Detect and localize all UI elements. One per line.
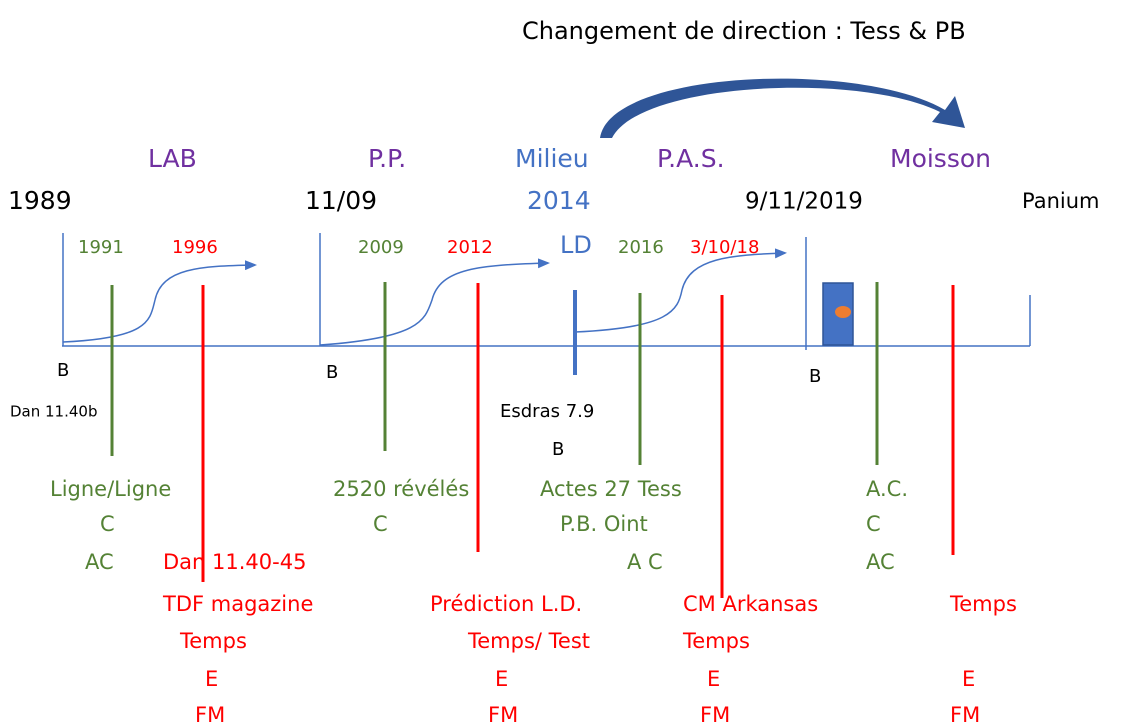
note: Ligne/Ligne [50, 477, 171, 501]
base: B [552, 439, 564, 460]
note: Temps [179, 629, 247, 653]
date: Panium [1022, 189, 1100, 213]
note: Actes 27 Tess [540, 477, 682, 501]
base: B [809, 366, 821, 387]
note: AC [85, 550, 114, 574]
note: Temps [949, 592, 1017, 616]
note: FM [950, 703, 980, 727]
note: FM [195, 703, 225, 727]
event: 1996 [172, 237, 218, 258]
periods: LAB P.P. Milieu P.A.S. Moisson [148, 144, 991, 173]
note: E [707, 667, 720, 691]
note: C [100, 512, 115, 536]
reference: Esdras 7.9 [500, 401, 594, 422]
note: CM Arkansas [683, 592, 818, 616]
date: 1989 [8, 186, 72, 215]
note: Temps/ Test [467, 629, 590, 653]
date: 2014 [527, 186, 591, 215]
timeline [62, 233, 1031, 598]
big-arrow [600, 78, 965, 138]
note: E [205, 667, 218, 691]
period: P.A.S. [657, 144, 725, 173]
event: 2012 [447, 237, 493, 258]
note: E [962, 667, 975, 691]
event: 1991 [78, 237, 124, 258]
reference: Dan 11.40b [10, 403, 97, 421]
note: FM [488, 703, 518, 727]
note: A C [627, 550, 663, 574]
note: E [495, 667, 508, 691]
period: Moisson [890, 144, 991, 173]
dates: 1989 11/09 2014 9/11/2019 Panium [8, 186, 1100, 215]
events: 1991 1996 2009 2012 LD 2016 3/10/18 [78, 231, 759, 259]
event: 2009 [358, 237, 404, 258]
period: Milieu [515, 144, 589, 173]
title: Changement de direction : Tess & PB [522, 17, 966, 45]
event: 2016 [618, 237, 664, 258]
note: TDF magazine [162, 592, 313, 616]
date: 9/11/2019 [745, 189, 863, 215]
note: Dan 11.40-45 [163, 550, 306, 574]
note: P.B. Oint [560, 512, 648, 536]
period: P.P. [368, 144, 406, 173]
note: C [866, 512, 881, 536]
note: AC [866, 550, 895, 574]
base: B [326, 362, 338, 383]
note: C [373, 512, 388, 536]
bases: B B B B [57, 360, 821, 460]
note: 2520 révélés [333, 477, 469, 501]
period: LAB [148, 144, 197, 173]
note: A.C. [866, 477, 908, 501]
date: 11/09 [305, 186, 377, 215]
note: Temps [682, 629, 750, 653]
base: B [57, 360, 69, 381]
note: FM [700, 703, 730, 727]
note: Prédiction L.D. [430, 592, 582, 616]
green-notes: Ligne/Ligne C AC 2520 révélés C Actes 27… [50, 477, 908, 574]
event: LD [560, 231, 592, 259]
red-notes: Dan 11.40-45 TDF magazine Temps E FM Pré… [162, 550, 1017, 727]
event: 3/10/18 [690, 237, 759, 258]
